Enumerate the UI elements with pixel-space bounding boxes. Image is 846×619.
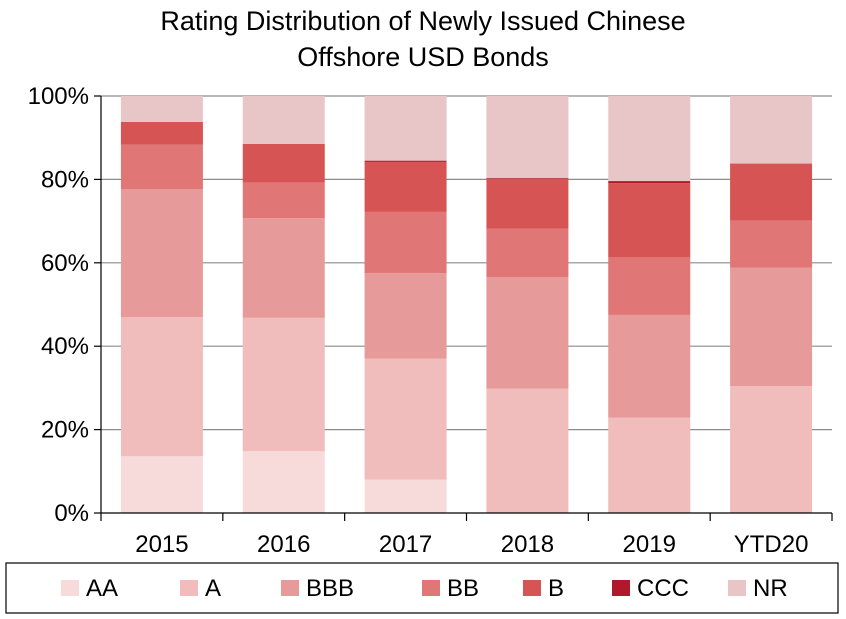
bar-segment-bb-2019 [608,257,691,315]
bar-segment-a-2015 [120,317,203,457]
bar-segment-a-2017 [364,358,447,480]
bar-segment-bb-2017 [364,211,447,274]
y-tick-label: 100% [28,83,89,110]
bar-segment-bbb-ytd20 [730,267,813,387]
legend-swatch [422,580,440,596]
legend-label: AA [86,575,118,602]
bar-segment-a-2016 [242,317,325,452]
bar-segment-nr-2019 [608,96,691,182]
bar-segment-b-2016 [242,143,325,183]
legend-item-ccc: CCC [612,575,689,602]
y-tick-label: 0% [54,500,89,527]
legend-label: BB [447,575,479,602]
x-tick-label: 2019 [623,531,676,558]
legend-item-bb: BB [422,575,479,602]
legend-label: NR [753,575,788,602]
bar-segment-a-ytd20 [730,386,813,513]
legend-label: A [205,575,221,602]
bar-segment-nr-2016 [242,96,325,144]
legend-swatch [281,580,299,596]
legend-label: CCC [637,575,689,602]
bar-segment-bbb-2018 [486,276,569,389]
bar-segment-bbb-2016 [242,218,325,318]
bar-segment-nr-2015 [120,96,203,122]
legend-item-aa: AA [61,575,118,602]
axes [100,96,832,514]
x-tick-label: 2016 [257,531,310,558]
x-tick-label: YTD20 [734,531,809,558]
bar-segment-bb-2018 [486,228,569,277]
bar-segment-aa-2017 [364,479,447,513]
bar-segment-nr-ytd20 [730,96,813,164]
bar-segment-nr-2017 [364,96,447,161]
legend-swatch [61,580,79,596]
y-axis-ticks: 0% 20% 40% 60% 80% 100% [28,83,101,527]
legend-item-bbb: BBB [281,575,354,602]
legend-label: BBB [306,575,354,602]
y-tick-label: 40% [41,333,89,360]
legend-swatch [728,580,746,596]
chart-title-line-2: Offshore USD Bonds [297,42,549,72]
legend: AA A BBB BB B CCC NR [5,562,839,614]
bar-segment-bb-2015 [120,144,203,189]
x-tick-label: 2017 [379,531,432,558]
legend-swatch [612,580,630,596]
bar-segment-nr-2018 [486,96,569,179]
bar-segment-bbb-2019 [608,314,691,418]
bars [120,96,813,513]
x-tick-label: 2015 [135,531,188,558]
bar-segment-bbb-2015 [120,188,203,318]
bar-segment-aa-2015 [120,456,203,513]
bar-segment-aa-2016 [242,451,325,513]
bar-segment-bbb-2017 [364,273,447,359]
bar-segment-a-2019 [608,417,691,513]
y-tick-label: 20% [41,417,89,444]
bar-segment-b-2018 [486,178,569,229]
bar-segment-ccc-2019 [608,181,691,184]
bar-segment-bb-2016 [242,182,325,219]
bar-segment-bb-ytd20 [730,220,813,268]
bar-segment-b-ytd20 [730,163,813,221]
bar-segment-a-2018 [486,388,569,513]
legend-swatch [180,580,198,596]
legend-item-nr: NR [728,575,788,602]
x-axis-labels: 2015 2016 2017 2018 2019 YTD20 [100,513,833,558]
bar-segment-b-2017 [364,161,447,212]
bar-segment-ccc-2018 [486,178,569,179]
bar-segment-b-2015 [120,121,203,145]
bar-segment-b-2019 [608,183,691,258]
gridlines [101,95,832,431]
y-tick-label: 80% [41,166,89,193]
x-tick-label: 2018 [501,531,554,558]
legend-swatch [523,580,541,596]
bar-segment-ccc-2017 [364,160,447,162]
y-tick-label: 60% [41,250,89,277]
chart-title-line-1: Rating Distribution of Newly Issued Chin… [160,6,685,36]
legend-label: B [548,575,564,602]
legend-item-b: B [523,575,564,602]
legend-item-a: A [180,575,221,602]
